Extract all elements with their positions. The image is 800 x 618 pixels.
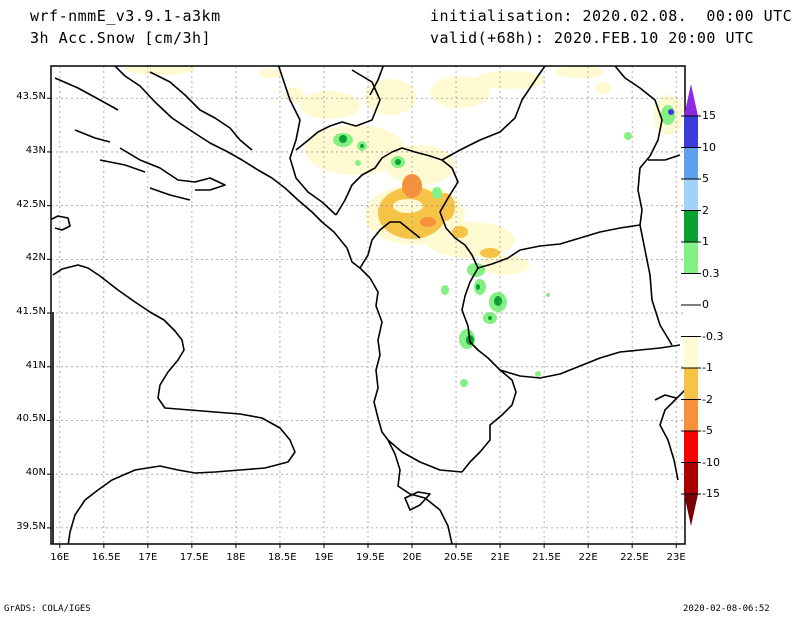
colorbar-label: -15 [702,487,720,500]
colorbar-label: 0.3 [702,266,720,280]
footer-right: 2020-02-08-06:52 [683,604,770,614]
lon-tick-label: 19E [314,552,334,563]
lon-tick-label: 22.5E [620,552,649,563]
colorbar-label: 5 [702,172,709,185]
colorbar-segment [684,368,698,400]
colorbar-segment [684,116,698,148]
colorbar-top-arrow [684,84,698,116]
colorbar-label: 10 [702,140,716,154]
colorbar-segment [684,179,698,211]
coastlines-borders [51,66,685,544]
lon-tick-label: 21E [490,552,510,563]
colorbar-label: -0.3 [702,329,724,343]
colorbar-segment [684,210,698,242]
colorbar-segment [684,273,698,305]
field-title: 3h Acc.Snow [cm/3h] [30,29,212,47]
lon-tick-label: 22E [578,552,598,563]
lat-tick-label: 42.5N [16,198,46,210]
model-title: wrf-nmmE_v3.9.1-a3km [30,7,221,25]
lat-tick-label: 40N [25,467,46,479]
colorbar-segment [684,462,698,494]
lon-tick-label: 17.5E [179,552,209,563]
colorbar-label: -10 [702,455,720,469]
lat-tick-label: 41.5N [16,306,46,318]
colorbar-label: -1 [702,361,713,374]
lat-tick-label: 42N [25,252,46,264]
colorbar-label: -2 [702,392,713,406]
colorbar-segment [684,336,698,368]
colorbar-segment [684,147,698,179]
valid-time: valid(+68h): 2020.FEB.10 20:00 UTC [430,29,755,47]
lon-tick-label: 20.5E [444,552,473,563]
lon-tick-label: 23E [666,552,686,563]
lat-tick-label: 43N [25,144,46,156]
colorbar-label: 1 [702,235,709,248]
lat-tick-label: 40.5N [16,413,46,425]
colorbar-segment [684,399,698,431]
lon-tick-label: 20E [402,552,422,563]
lon-tick-label: 18.5E [267,552,297,563]
lon-tick-label: 19.5E [356,552,385,563]
lon-tick-label: 16E [50,552,70,563]
axis-ticks [47,97,677,548]
lat-tick-label: 41N [25,359,46,371]
colorbar-segment [684,305,698,337]
lon-tick-label: 16.5E [91,552,121,563]
graticule [51,66,685,544]
lon-tick-label: 21.5E [532,552,561,563]
colorbar-segment [684,242,698,274]
colorbar-label: -5 [702,424,713,437]
lat-tick-label: 43.5N [16,91,46,103]
init-time: initialisation: 2020.02.08. 00:00 UTC [430,7,793,25]
lon-tick-label: 18E [226,552,246,563]
footer-left: GrADS: COLA/IGES [4,604,91,614]
colorbar-label: 15 [702,109,716,122]
colorbar-bottom-arrow [684,494,698,526]
colorbar-label: 2 [702,203,709,217]
snow-shading [125,66,683,387]
colorbar-label: 0 [702,298,709,311]
lat-tick-label: 39.5N [16,520,46,532]
colorbar [681,84,701,526]
lon-tick-label: 17E [138,552,158,563]
colorbar-segment [684,431,698,463]
